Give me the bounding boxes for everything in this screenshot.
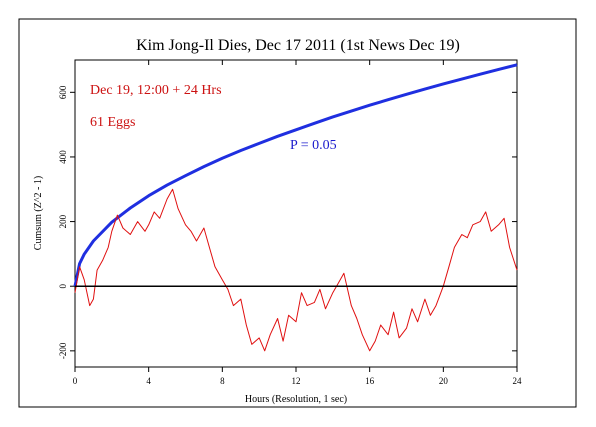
x-tick-label: 4 bbox=[146, 376, 151, 386]
y-tick-label: 600 bbox=[58, 85, 68, 99]
annotation-probability: P = 0.05 bbox=[290, 138, 337, 153]
y-tick-label: 400 bbox=[58, 150, 68, 164]
x-axis-label: Hours (Resolution, 1 sec) bbox=[245, 394, 347, 405]
y-tick-label: -200 bbox=[58, 342, 68, 359]
annotation-period: Dec 19, 12:00 + 24 Hrs bbox=[90, 83, 222, 98]
annotation-egg-count: 61 Eggs bbox=[90, 115, 136, 130]
outer-frame bbox=[18, 18, 577, 408]
y-tick-label: 0 bbox=[58, 283, 68, 288]
cumulative-deviation-line bbox=[74, 188, 518, 352]
chart-title: Kim Jong-Il Dies, Dec 17 2011 (1st News … bbox=[136, 37, 460, 54]
x-tick-label: 12 bbox=[292, 376, 301, 386]
x-tick-label: 8 bbox=[220, 376, 225, 386]
x-tick-label: 0 bbox=[73, 376, 78, 386]
y-axis-label: Cumsum (Z^2 - 1) bbox=[33, 176, 44, 250]
x-tick-label: 16 bbox=[365, 376, 375, 386]
x-tick-label: 20 bbox=[439, 376, 449, 386]
x-tick-label: 24 bbox=[513, 376, 523, 386]
y-tick-label: 200 bbox=[58, 214, 68, 228]
